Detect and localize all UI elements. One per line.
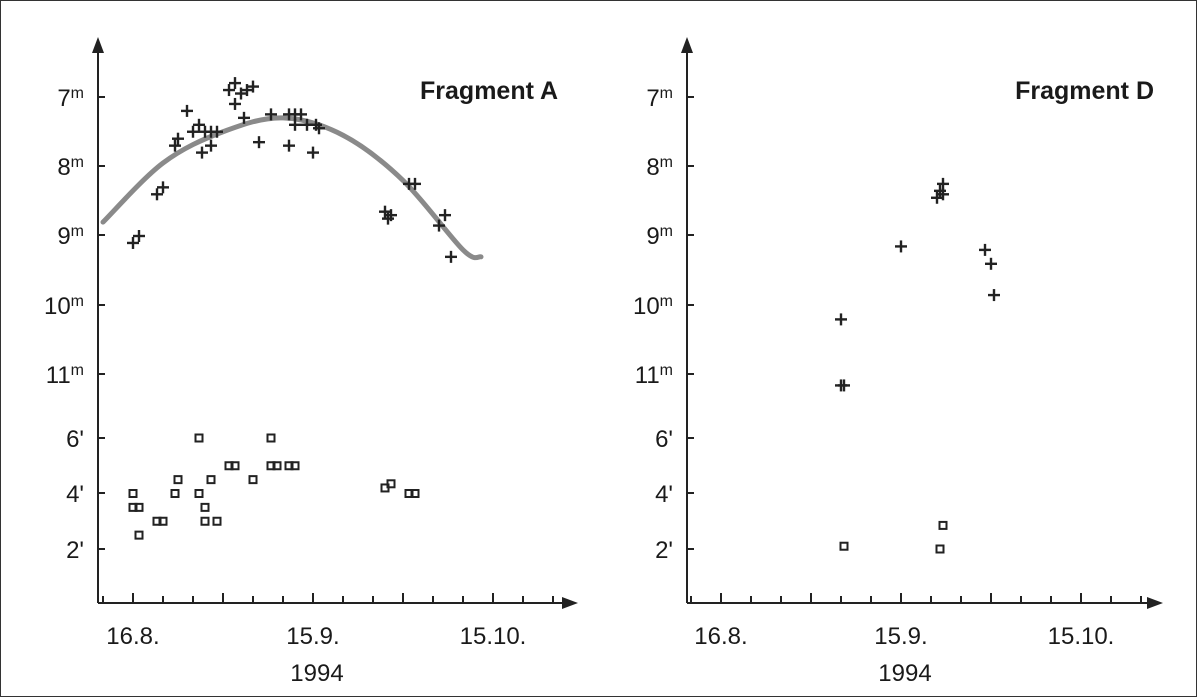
magnitude-point: [313, 122, 325, 135]
size-point: [272, 461, 282, 471]
y-axis-arrow: [92, 37, 104, 53]
magnitude-point: [985, 257, 997, 270]
size-point: [170, 489, 180, 498]
size-point: [173, 475, 183, 485]
y-tick-label: 8m: [646, 154, 673, 181]
magnitude-point: [253, 136, 265, 149]
panel-title: Fragment A: [420, 77, 558, 105]
y-tick-label: 11m: [635, 362, 673, 389]
magnitude-point: [439, 209, 451, 222]
size-point: [158, 516, 168, 526]
panel-title: Fragment D: [1015, 77, 1154, 105]
size-point: [134, 502, 144, 512]
size-point: [128, 489, 138, 498]
magnitude-point: [223, 84, 235, 97]
magnitude-point: [409, 177, 421, 190]
y-tick-label: 6': [655, 426, 673, 453]
magnitude-point: [211, 125, 223, 138]
magnitude-point: [133, 230, 145, 242]
magnitude-point: [229, 97, 241, 110]
y-tick-label: 2': [66, 537, 84, 564]
size-point: [266, 433, 276, 443]
magnitude-point: [307, 146, 319, 159]
magnitude-point: [157, 181, 169, 194]
magnitude-point: [835, 313, 847, 326]
magnitude-point: [151, 188, 163, 201]
x-tick-label: 15.9.: [286, 623, 339, 650]
size-point: [290, 461, 300, 471]
y-tick-label: 9m: [646, 223, 673, 250]
size-point: [212, 516, 222, 526]
y-tick-label: 2': [655, 537, 673, 564]
magnitude-point: [196, 146, 208, 159]
magnitude-point: [127, 236, 139, 249]
size-point: [200, 516, 210, 526]
y-tick-label: 11m: [46, 362, 84, 389]
y-tick-label: 9m: [57, 223, 84, 250]
size-point: [194, 489, 204, 498]
size-point: [410, 489, 420, 498]
magnitude-point: [247, 80, 259, 93]
x-tick-label: 15.9.: [874, 623, 927, 650]
size-point: [230, 461, 240, 471]
magnitude-point: [895, 240, 907, 253]
magnitude-point: [988, 289, 1000, 302]
magnitude-point: [289, 118, 301, 131]
magnitude-point: [838, 379, 850, 392]
x-axis-title: 1994: [878, 660, 931, 687]
size-point: [839, 541, 849, 551]
x-axis-arrow: [1147, 597, 1163, 609]
size-point: [935, 544, 945, 554]
y-tick-label: 7m: [646, 85, 673, 112]
y-axis-arrow: [681, 37, 693, 53]
panel-fragment-d: 7m 8m 9m 10m 11m 6' 4' 2' 16.8. 15.9. 15.10. 1994 Fr…: [633, 37, 1163, 687]
magnitude-point: [229, 77, 241, 90]
magnitude-point: [445, 250, 457, 263]
magnitude-point: [433, 219, 445, 232]
x-axis-title: 1994: [290, 660, 343, 687]
magnitude-point: [169, 139, 181, 152]
size-point: [386, 479, 396, 489]
y-tick-label: 4': [66, 481, 84, 508]
magnitude-point: [937, 188, 949, 201]
magnitude-point: [979, 243, 991, 256]
y-tick-label: 4': [655, 481, 673, 508]
size-point: [206, 475, 216, 485]
magnitude-point: [295, 108, 307, 121]
x-axis-arrow: [562, 597, 578, 609]
magnitude-point: [238, 111, 250, 124]
x-tick-label: 15.10.: [460, 623, 527, 650]
magnitude-point: [187, 125, 199, 138]
y-tick-label: 8m: [57, 154, 84, 181]
magnitude-point: [385, 209, 397, 222]
size-point: [194, 433, 204, 443]
size-point: [200, 502, 210, 512]
size-point: [248, 475, 258, 485]
size-point: [134, 530, 144, 540]
magnitude-point: [265, 108, 277, 121]
magnitude-point: [283, 139, 295, 152]
x-tick-label: 16.8.: [694, 623, 747, 650]
fit-curve: [100, 115, 484, 261]
y-tick-label: 6': [66, 426, 84, 453]
panel-fragment-a: 7m 8m 9m 10m 11m 6' 4' 2' 16.8. 15.9. 15.10. 1994 Fr…: [44, 37, 578, 687]
y-tick-label: 10m: [633, 293, 673, 320]
size-point: [938, 520, 948, 530]
y-tick-label: 10m: [44, 293, 84, 320]
magnitude-point: [181, 104, 193, 117]
magnitude-point: [172, 132, 184, 145]
magnitude-point: [193, 118, 205, 131]
magnitude-point: [937, 177, 949, 190]
x-tick-label: 16.8.: [106, 623, 159, 650]
x-tick-label: 15.10.: [1048, 623, 1115, 650]
y-tick-label: 7m: [57, 85, 84, 112]
magnitude-point: [205, 139, 217, 152]
